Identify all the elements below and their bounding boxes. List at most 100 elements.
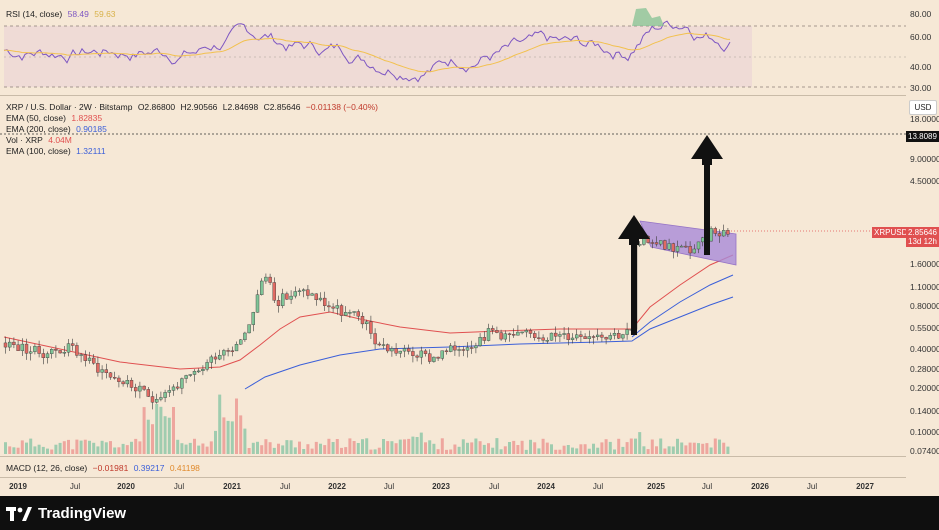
main-pane[interactable]: XRP / U.S. Dollar · 2W · Bitstamp O2.868…	[0, 97, 906, 454]
volume-bar	[697, 443, 700, 454]
candle-body	[70, 343, 75, 346]
volume-bar	[155, 404, 159, 454]
candle-body	[449, 345, 453, 352]
candle-body	[285, 293, 289, 300]
ema200-value: 0.90185	[76, 124, 107, 134]
candle-body	[16, 344, 20, 351]
candle-body	[196, 370, 201, 373]
volume-bar	[235, 398, 238, 454]
candle-body	[596, 334, 600, 337]
currency-button[interactable]: USD	[909, 100, 937, 115]
macd-signal-value: 0.41198	[169, 463, 200, 473]
volume-bar	[134, 438, 138, 454]
price-tick-label: 1.60000	[910, 259, 939, 269]
volume-bar	[470, 442, 474, 454]
candle-body	[423, 350, 428, 354]
volume-bar	[445, 449, 448, 454]
volume-bar	[314, 441, 318, 454]
candle-body	[701, 237, 705, 243]
tradingview-logo[interactable]: TradingView	[6, 505, 126, 522]
candle-body	[96, 363, 100, 373]
volume-bar	[130, 441, 133, 454]
candle-body	[87, 357, 92, 361]
candle-body	[650, 242, 654, 244]
volume-bar	[272, 447, 276, 454]
price-tick-label: 0.07400	[910, 446, 939, 456]
candle-body	[591, 336, 596, 338]
price-axis[interactable]: 18.00009.000004.500002.200001.600001.100…	[906, 97, 939, 456]
volume-bar	[461, 439, 465, 454]
candle-body	[545, 339, 549, 342]
candle-body	[696, 241, 701, 250]
candle-body	[608, 335, 612, 340]
candle-body	[440, 350, 444, 359]
candle-body	[184, 375, 188, 379]
volume-bars	[4, 394, 730, 454]
candle-body	[549, 332, 554, 341]
volume-bar	[432, 443, 436, 454]
volume-bar	[226, 420, 230, 454]
time-tick-label: Jul	[279, 482, 291, 491]
candle-body	[503, 333, 507, 340]
rsi-label: RSI (14, close)	[6, 9, 63, 19]
volume-bar	[243, 428, 247, 454]
candle-body	[575, 334, 579, 339]
candle-body	[289, 295, 293, 300]
volume-bar	[377, 447, 381, 454]
volume-bar	[646, 449, 650, 454]
candle-body	[339, 305, 344, 316]
candle-body	[356, 311, 360, 317]
volume-bar	[583, 444, 587, 454]
candle-body	[192, 371, 197, 375]
volume-bar	[722, 442, 726, 454]
rsi-legend: RSI (14, close) 58.49 59.63	[6, 9, 119, 19]
pane-separator	[0, 477, 906, 478]
volume-bar	[407, 438, 411, 454]
volume-bar	[356, 443, 360, 454]
volume-bar	[310, 448, 314, 454]
ema200-line	[244, 296, 734, 390]
candle-body	[533, 333, 537, 338]
rsi-tick-label: 80.00	[910, 9, 932, 19]
ema50-label: EMA (50, close)	[6, 113, 66, 123]
candle-body	[293, 291, 297, 297]
candle-body	[562, 333, 566, 335]
price-tick-label: 1.10000	[910, 282, 939, 292]
volume-bar	[726, 446, 730, 454]
macd-line-value: 0.39217	[133, 463, 165, 473]
volume-bar	[8, 446, 12, 454]
volume-bar	[142, 407, 146, 454]
rsi-tick-label: 30.00	[910, 83, 932, 93]
ema50-line	[3, 254, 734, 370]
candle-body	[684, 245, 688, 248]
time-tick-label: Jul	[383, 482, 395, 491]
candle-body	[20, 343, 24, 351]
rsi-pane[interactable]: RSI (14, close) 58.49 59.63	[0, 0, 906, 93]
candle-body	[226, 350, 230, 352]
volume-bar	[566, 445, 570, 454]
volume-bar	[436, 449, 440, 454]
volume-bar	[390, 441, 394, 454]
candle-body	[45, 353, 50, 359]
candle-body	[58, 350, 62, 354]
volume-bar	[571, 447, 574, 454]
time-axis[interactable]: 2019 Jul 2020 Jul 2021 Jul 2022 Jul 2023 Jul 2024 J…	[0, 478, 906, 496]
macd-pane[interactable]: MACD (12, 26, close) −0.01981 0.39217 0.…	[0, 458, 906, 476]
volume-bar	[214, 430, 217, 454]
candle-body	[373, 333, 377, 345]
volume-bar	[684, 445, 688, 454]
volume-bar	[394, 443, 398, 454]
volume-bar	[709, 447, 713, 454]
volume-bar	[718, 439, 721, 454]
candle-body	[612, 332, 617, 336]
volume-bar	[293, 447, 297, 454]
candle-body	[570, 337, 575, 340]
time-tick-label: 2023	[432, 482, 450, 491]
volume-bar	[335, 439, 339, 454]
candle-body	[37, 346, 41, 354]
ohlc-change: −0.01138 (−0.40%)	[305, 102, 379, 112]
candle-body	[302, 289, 306, 292]
ohlc-high: H2.90566	[180, 102, 218, 112]
candle-body	[264, 276, 268, 282]
volume-bar	[428, 440, 432, 454]
